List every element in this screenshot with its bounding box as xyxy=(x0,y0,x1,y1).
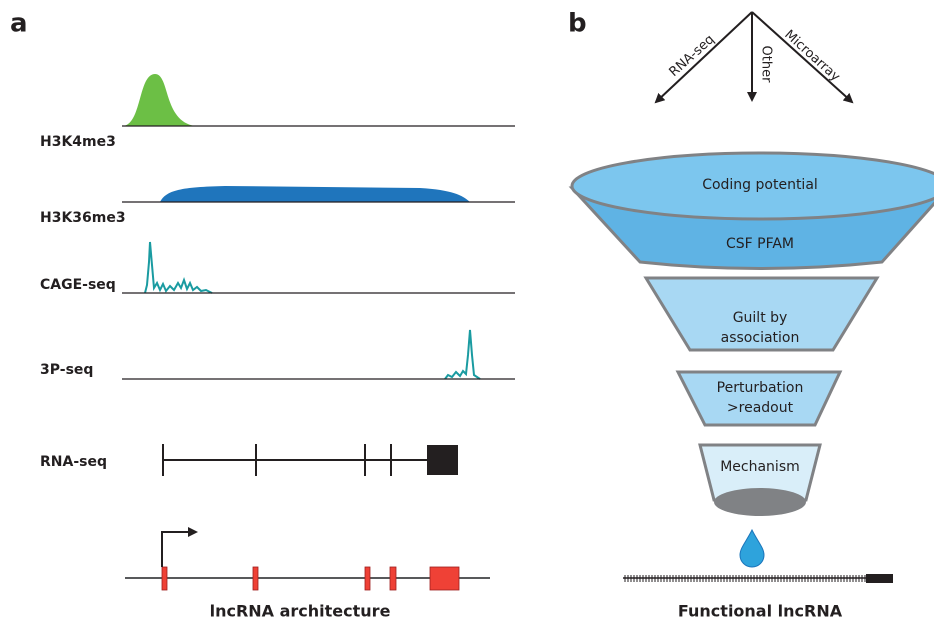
tracks xyxy=(122,74,515,590)
track-label: RNA-seq xyxy=(40,454,107,470)
funnel xyxy=(572,153,934,567)
caption: lncRNA architecture xyxy=(210,602,391,621)
exon-block xyxy=(427,445,458,475)
funnel-label: CSF PFAM xyxy=(726,236,794,252)
source-label: Microarray xyxy=(781,27,843,85)
functional-transcript xyxy=(623,574,893,583)
h3k4me3-peak xyxy=(122,74,195,126)
3p-seq-signal xyxy=(445,330,480,379)
track-label: 3P-seq xyxy=(40,362,93,378)
funnel-label: Coding potential xyxy=(702,177,818,193)
caption: Functional lncRNA xyxy=(678,602,843,621)
stage-label: Perturbation xyxy=(717,380,804,396)
cage-seq-signal xyxy=(145,242,212,293)
source-label: RNA-seq xyxy=(667,32,718,80)
panel-label: a xyxy=(10,9,28,39)
stage-label: Mechanism xyxy=(720,459,800,475)
stage-label: Guilt by xyxy=(733,310,788,326)
stage-label: >readout xyxy=(727,400,794,416)
h3k36me3-signal xyxy=(160,186,470,202)
tss-arrow xyxy=(162,532,196,567)
figure: a H3K4me3 H3K36me3 CAGE-seq 3P-seq RNA-s… xyxy=(0,0,934,626)
source-label: Other xyxy=(759,46,774,84)
track-label: H3K36me3 xyxy=(40,210,126,226)
stage-label: association xyxy=(721,330,800,346)
rna-seq-model xyxy=(163,444,430,476)
track-label: H3K4me3 xyxy=(40,134,116,150)
track-label: CAGE-seq xyxy=(40,277,116,293)
panel-label: b xyxy=(568,9,587,39)
